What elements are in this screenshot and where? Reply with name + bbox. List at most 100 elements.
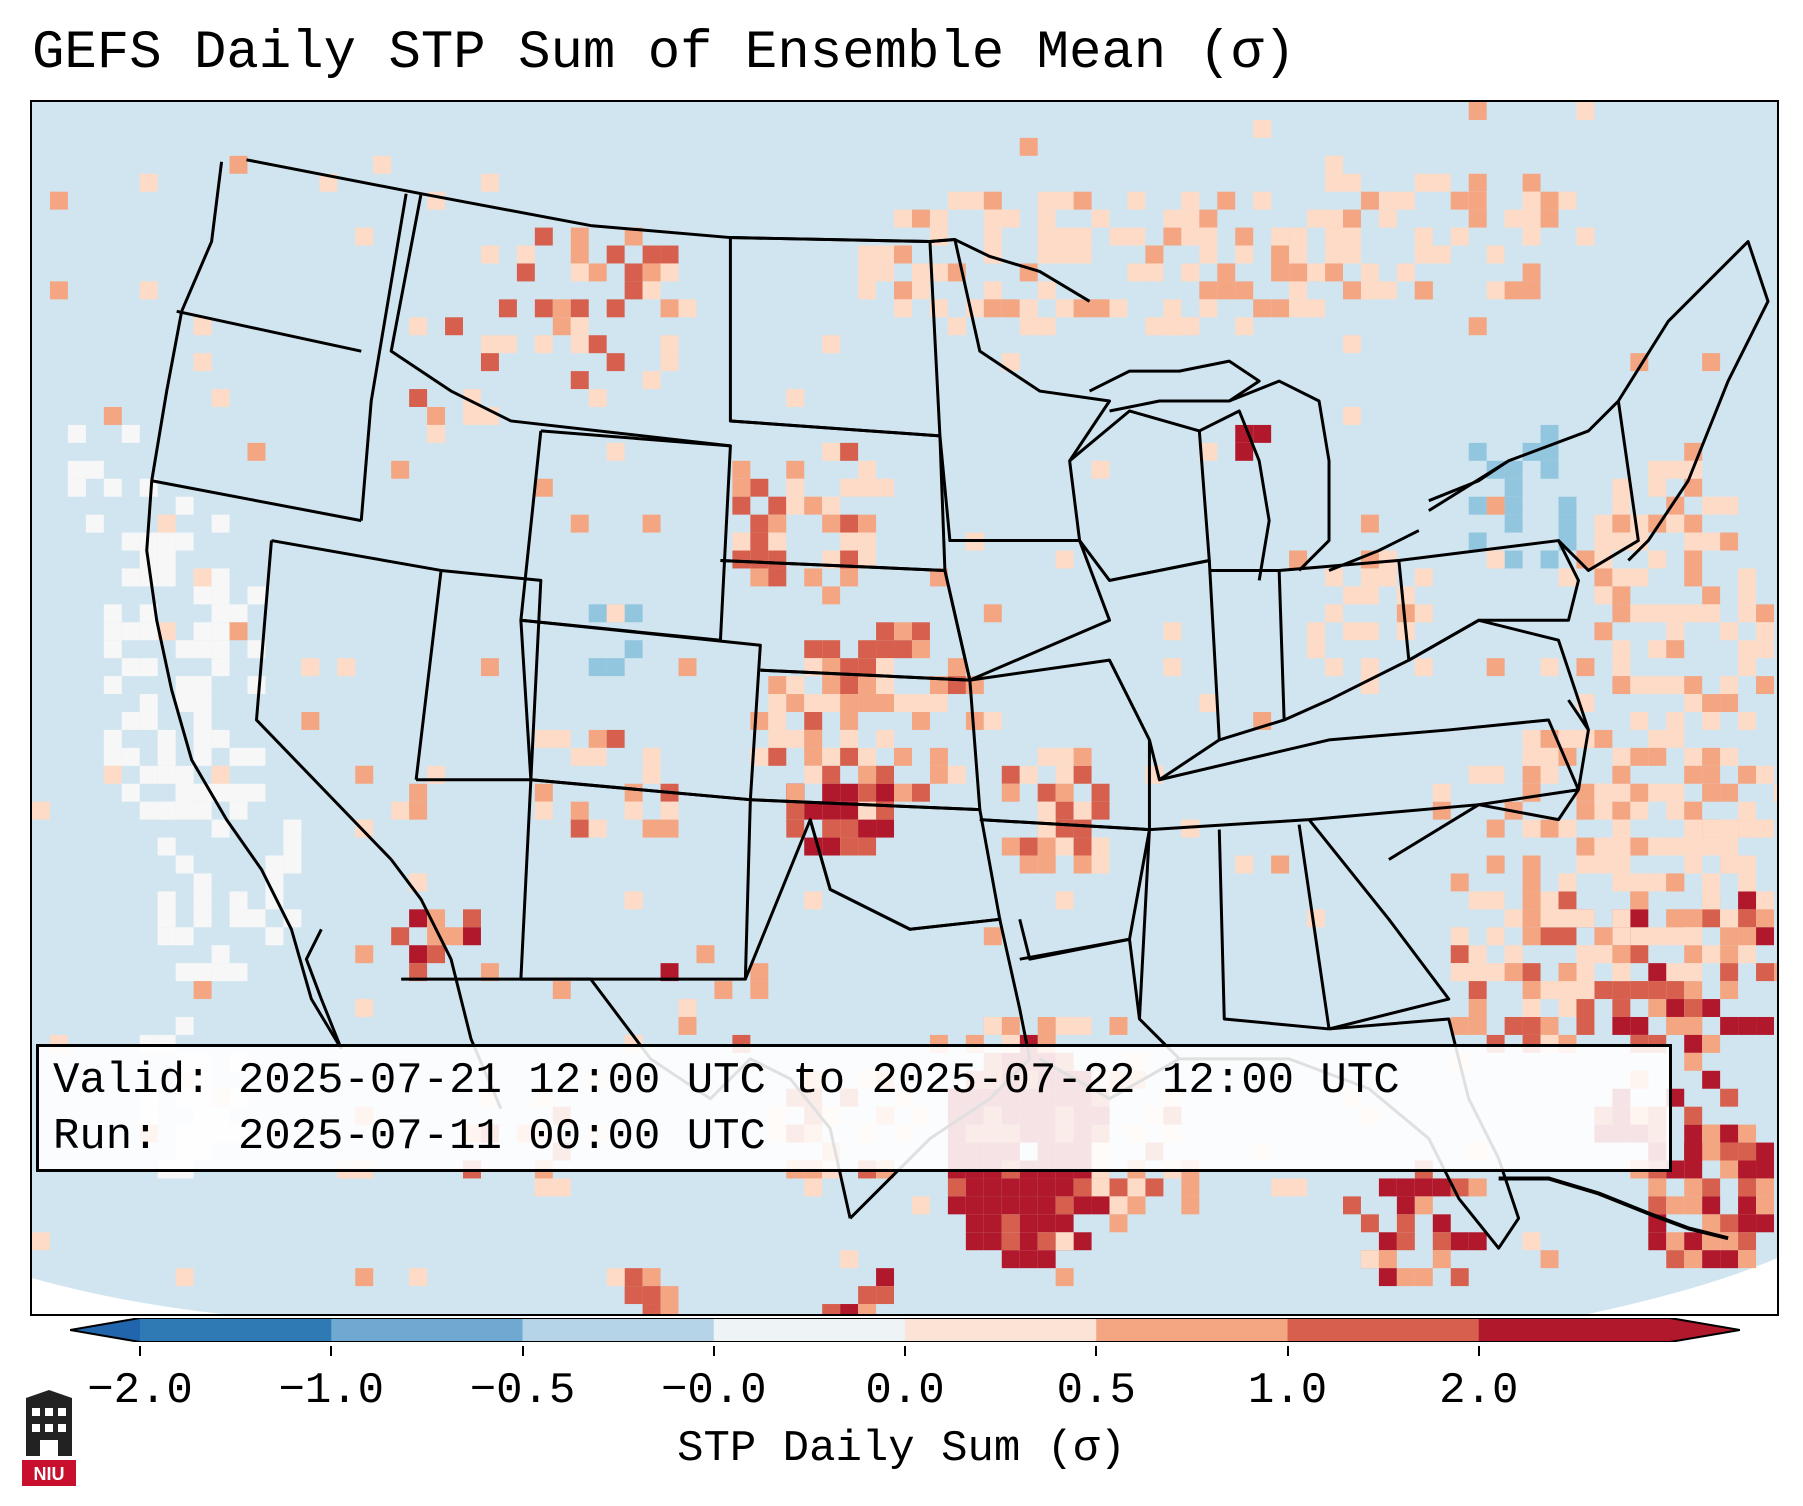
stp-cell — [911, 711, 930, 730]
stp-cell — [1630, 1016, 1649, 1035]
stp-cell — [1325, 209, 1343, 228]
stp-cell — [1432, 1250, 1451, 1269]
stp-cell — [983, 1178, 1002, 1197]
stp-cell — [1289, 227, 1308, 246]
stp-cell — [1558, 819, 1577, 838]
stp-cell — [193, 711, 212, 730]
stp-cell — [1432, 783, 1451, 802]
stp-cell — [1235, 281, 1254, 300]
stp-cell — [911, 622, 930, 641]
stp-cell — [1396, 1232, 1415, 1251]
colorbar-tick-label: −0.5 — [469, 1366, 576, 1416]
stp-cell — [1504, 478, 1523, 497]
stp-cell — [1073, 855, 1092, 874]
stp-cell — [1756, 765, 1775, 784]
stp-cell — [1504, 1016, 1523, 1035]
stp-cell — [1360, 568, 1379, 587]
stp-cell — [804, 496, 823, 515]
stp-cell — [1073, 245, 1092, 264]
stp-cell — [1109, 299, 1128, 318]
stp-cell — [660, 819, 679, 838]
stp-cell — [211, 568, 230, 587]
stp-cell — [1666, 909, 1685, 928]
stp-cell — [229, 909, 248, 928]
stp-cell — [1378, 550, 1397, 569]
stp-cell — [1396, 191, 1415, 210]
stp-cell — [1648, 873, 1667, 892]
stp-cell — [1684, 801, 1703, 820]
stp-cell — [1702, 1250, 1721, 1269]
stp-cell — [768, 747, 787, 766]
stp-cell — [1235, 855, 1254, 874]
stp-cell — [409, 389, 428, 407]
stp-cell — [175, 640, 194, 659]
stp-cell — [1630, 568, 1649, 587]
stp-cell — [1684, 765, 1703, 784]
stp-cell — [319, 173, 338, 192]
stp-cell — [229, 747, 248, 766]
stp-cell — [445, 317, 464, 336]
stp-cell — [1019, 1250, 1038, 1269]
stp-cell — [1342, 622, 1361, 641]
stp-cell — [1612, 747, 1631, 766]
stp-cell — [840, 568, 859, 587]
stp-cell — [1558, 873, 1577, 892]
stp-cell — [1360, 514, 1379, 533]
stp-cell — [1702, 532, 1721, 551]
stp-cell — [929, 765, 948, 784]
stp-cell — [1648, 676, 1667, 695]
stp-cell — [1468, 532, 1487, 551]
stp-cell — [822, 801, 841, 820]
stp-cell — [1576, 837, 1595, 856]
stp-cell — [1576, 783, 1595, 802]
stp-cell — [1648, 747, 1667, 766]
stp-cell — [1019, 1178, 1038, 1197]
stp-cell — [1684, 1160, 1703, 1179]
stp-cell — [714, 981, 733, 1000]
stp-cell — [606, 353, 625, 372]
stp-cell — [1145, 1178, 1164, 1197]
stp-cell — [157, 747, 176, 766]
stp-cell — [642, 819, 661, 838]
stp-cell — [1756, 909, 1775, 928]
stp-cell — [804, 694, 823, 712]
stp-cell — [139, 604, 158, 623]
stp-cell — [1414, 173, 1433, 192]
stp-cell — [929, 747, 948, 766]
stp-cell — [1342, 173, 1361, 192]
stp-cell — [1684, 927, 1703, 946]
stp-cell — [1522, 191, 1541, 210]
stp-cell — [301, 711, 320, 730]
stp-cell — [1468, 102, 1487, 120]
great-lakes-michigan — [1198, 379, 1331, 581]
stp-cell — [983, 281, 1002, 300]
stp-cell — [822, 1304, 841, 1314]
stp-cell — [1738, 568, 1757, 587]
great-lakes-erie-ontario — [1328, 459, 1510, 572]
stp-cell — [1612, 532, 1631, 551]
stp-cell — [1486, 245, 1505, 264]
stp-cell — [822, 819, 841, 838]
stp-cell — [103, 676, 122, 695]
stp-cell — [624, 640, 643, 659]
stp-cell — [139, 622, 158, 641]
stp-cell — [1289, 263, 1308, 282]
stp-cell — [570, 747, 589, 766]
stp-cell — [570, 335, 589, 354]
stp-cell — [1504, 514, 1523, 533]
stp-cell — [1720, 676, 1739, 695]
stp-cell — [1666, 927, 1685, 946]
stp-cell — [786, 389, 805, 407]
stp-cell — [768, 550, 787, 569]
stp-cell — [929, 568, 948, 587]
stp-cell — [1702, 1196, 1721, 1215]
stp-cell — [265, 855, 284, 874]
stp-cell — [1289, 299, 1308, 318]
stp-cell — [1522, 999, 1541, 1017]
stp-cell — [1756, 963, 1775, 982]
stp-cell — [211, 586, 230, 605]
stp-cell — [1163, 317, 1182, 336]
stp-cell — [1055, 227, 1074, 246]
stp-cell — [894, 245, 912, 264]
stp-cell — [678, 299, 697, 318]
